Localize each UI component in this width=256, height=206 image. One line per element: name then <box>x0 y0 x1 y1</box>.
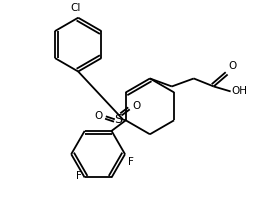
Text: OH: OH <box>232 87 248 96</box>
Text: F: F <box>76 171 82 181</box>
Text: Cl: Cl <box>70 3 80 13</box>
Text: O: O <box>229 62 237 71</box>
Text: F: F <box>128 157 134 167</box>
Text: O: O <box>95 111 103 121</box>
Text: S: S <box>114 113 122 126</box>
Text: O: O <box>133 101 141 111</box>
